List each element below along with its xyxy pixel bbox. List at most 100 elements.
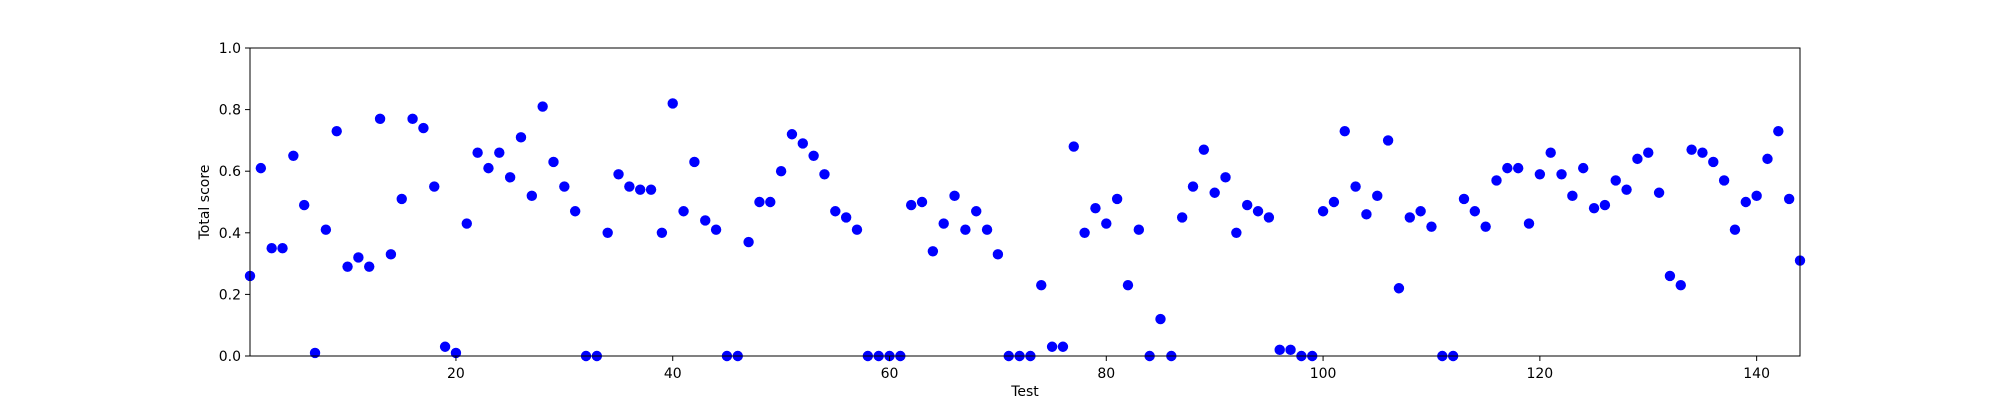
data-point <box>1231 227 1242 238</box>
data-point <box>353 252 364 263</box>
data-point <box>1339 125 1350 137</box>
data-point <box>374 113 386 125</box>
data-point <box>309 347 321 359</box>
data-point <box>298 199 310 211</box>
x-tick-label: 80 <box>1097 366 1115 382</box>
data-point <box>407 113 418 125</box>
data-point <box>710 224 722 235</box>
data-point <box>1599 199 1611 211</box>
plot-area <box>250 48 1800 356</box>
data-point <box>1534 169 1546 180</box>
data-point <box>916 196 928 208</box>
x-tick-label: 60 <box>881 366 899 382</box>
data-point <box>656 227 668 238</box>
data-point <box>1751 190 1762 202</box>
data-point <box>602 227 613 238</box>
data-point <box>364 261 375 272</box>
data-point <box>1491 175 1502 186</box>
data-point <box>667 98 678 109</box>
data-point <box>1773 125 1784 137</box>
data-point <box>949 190 960 202</box>
data-point <box>483 162 494 174</box>
data-point <box>537 101 548 112</box>
data-point <box>439 341 451 352</box>
data-point <box>1317 206 1329 217</box>
data-point <box>342 261 353 272</box>
data-point <box>960 224 971 235</box>
x-tick-label: 120 <box>1526 366 1553 382</box>
x-tick-label: 20 <box>447 366 465 382</box>
data-point <box>277 243 288 254</box>
data-point <box>1545 147 1556 158</box>
data-point <box>1523 218 1535 229</box>
data-point <box>1090 202 1101 214</box>
data-point <box>613 169 624 180</box>
data-point <box>754 196 765 208</box>
data-point <box>1079 227 1090 238</box>
data-point <box>548 156 559 168</box>
data-point <box>1426 221 1437 232</box>
data-point <box>743 236 754 248</box>
data-point <box>1469 206 1481 217</box>
data-point <box>418 122 429 134</box>
data-point <box>1664 270 1676 282</box>
x-tick-label: 140 <box>1743 366 1770 382</box>
data-point <box>1729 224 1741 235</box>
data-point <box>678 206 689 217</box>
data-point <box>1718 175 1730 186</box>
data-point <box>1653 187 1665 198</box>
data-point <box>1610 175 1621 186</box>
y-tick-label: 0.0 <box>219 349 241 365</box>
data-point <box>1675 279 1686 291</box>
data-point <box>1372 190 1383 202</box>
data-point <box>830 206 841 217</box>
y-axis-ticks: 0.0 0.2 0.4 0.6 0.8 1.0 <box>219 41 250 365</box>
y-tick-label: 0.8 <box>219 103 241 119</box>
data-point <box>1762 153 1773 165</box>
data-point <box>472 147 483 158</box>
data-point <box>1198 144 1210 155</box>
data-point <box>1252 206 1264 217</box>
data-point <box>1101 218 1112 229</box>
data-point <box>1578 162 1589 174</box>
data-point <box>1122 279 1134 291</box>
data-point <box>905 199 917 211</box>
data-point <box>1209 187 1220 198</box>
data-point <box>1588 202 1600 214</box>
data-point <box>765 196 776 208</box>
data-point <box>624 181 635 192</box>
data-point <box>1263 212 1275 223</box>
data-point <box>461 218 472 229</box>
x-axis-ticks: 20 40 60 80 100 120 140 <box>447 356 1770 382</box>
data-point <box>1404 212 1415 223</box>
data-point <box>320 224 332 235</box>
data-point <box>1274 344 1285 356</box>
data-point <box>1556 169 1567 180</box>
data-point <box>689 156 700 168</box>
data-point <box>927 246 939 257</box>
data-point <box>1111 193 1123 205</box>
data-point <box>494 147 505 158</box>
data-point <box>569 206 581 217</box>
data-point <box>1686 144 1697 155</box>
data-point <box>266 243 277 254</box>
data-point <box>504 172 516 183</box>
data-point <box>797 138 808 149</box>
data-point <box>1328 196 1340 208</box>
y-tick-label: 0.2 <box>219 287 241 303</box>
y-tick-label: 0.4 <box>219 226 241 242</box>
data-point <box>1242 199 1253 211</box>
data-point <box>1393 283 1405 294</box>
data-point <box>645 184 657 195</box>
data-point <box>331 125 342 137</box>
data-point <box>635 184 646 195</box>
data-point <box>1187 181 1199 192</box>
data-point <box>1133 224 1145 235</box>
data-point <box>1643 147 1654 158</box>
data-point <box>700 215 711 226</box>
y-tick-label: 0.6 <box>219 164 241 180</box>
data-point <box>786 129 798 140</box>
data-point <box>992 249 1004 260</box>
